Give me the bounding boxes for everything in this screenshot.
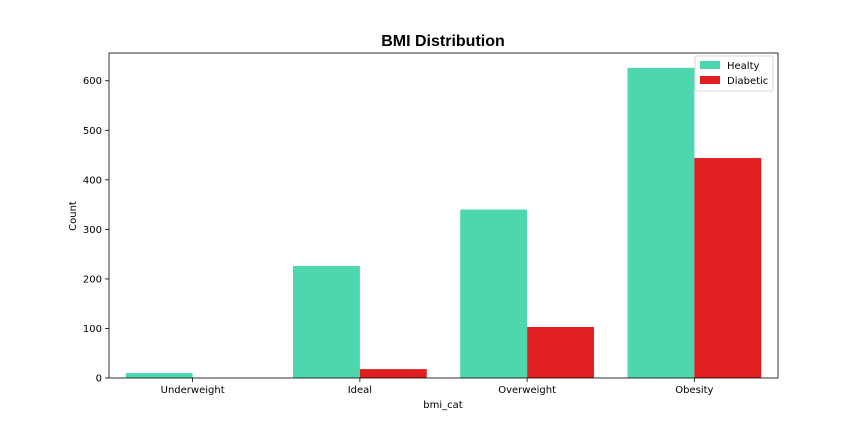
bar-diabetic-overweight xyxy=(527,326,595,378)
x-tick-label: Obesity xyxy=(675,385,713,396)
x-tick-label: Ideal xyxy=(348,385,372,396)
chart-title: BMI Distribution xyxy=(381,33,505,50)
x-tick-label: Overweight xyxy=(498,385,556,396)
legend-swatch-diabetic xyxy=(700,76,720,84)
bar-diabetic-obesity xyxy=(694,158,762,378)
bar-diabetic-ideal xyxy=(359,369,427,378)
legend: Healty Diabetic xyxy=(694,55,774,92)
x-tick-label: Underweight xyxy=(161,385,225,396)
y-tick-label: 600 xyxy=(83,76,102,87)
x-axis-ticks: Underweight Ideal Overweight Obesity xyxy=(161,378,714,396)
x-axis-label: bmi_cat xyxy=(423,400,462,411)
bar-healty-underweight xyxy=(125,373,193,378)
bar-healty-overweight xyxy=(460,209,528,378)
y-axis-label: Count xyxy=(68,201,79,231)
plot-frame xyxy=(108,52,779,379)
bars-group xyxy=(125,67,762,379)
bar-healty-obesity xyxy=(627,67,695,379)
y-tick-label: 400 xyxy=(83,175,102,186)
legend-label-diabetic: Diabetic xyxy=(727,76,768,87)
y-axis-ticks: 0 100 200 300 400 500 600 xyxy=(83,76,109,385)
y-tick-label: 200 xyxy=(83,274,102,285)
bar-healty-ideal xyxy=(292,266,360,378)
y-tick-label: 500 xyxy=(83,126,102,137)
y-tick-label: 0 xyxy=(96,374,102,385)
legend-label-healty: Healty xyxy=(727,61,759,72)
legend-swatch-healty xyxy=(700,61,720,69)
y-tick-label: 100 xyxy=(83,324,102,335)
y-tick-label: 300 xyxy=(83,225,102,236)
